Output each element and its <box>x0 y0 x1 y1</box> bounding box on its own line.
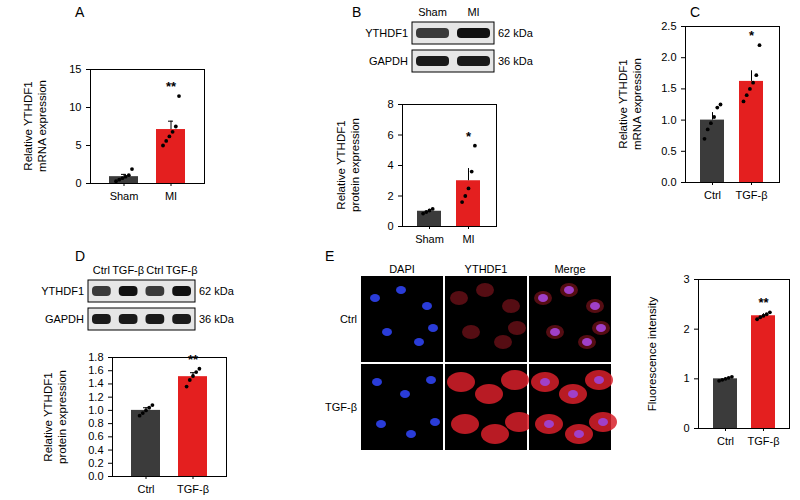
svg-text:0.6: 0.6 <box>88 430 103 442</box>
svg-text:**: ** <box>188 352 199 367</box>
svg-text:Sham: Sham <box>110 190 139 202</box>
html-text:B: B <box>352 4 362 20</box>
html-text:Relative YTHDF1: Relative YTHDF1 <box>617 59 629 149</box>
svg-text:Ctrl: Ctrl <box>137 483 154 495</box>
html-text:mRNA expression: mRNA expression <box>631 58 643 150</box>
svg-text:Ctrl: Ctrl <box>146 264 163 276</box>
svg-text:1.2: 1.2 <box>88 391 103 403</box>
svg-text:8: 8 <box>387 98 393 110</box>
svg-text:DAPI: DAPI <box>389 263 415 275</box>
svg-text:Ctrl: Ctrl <box>340 313 357 325</box>
svg-text:1: 1 <box>683 372 689 384</box>
html-text:D: D <box>75 248 86 264</box>
svg-text:0: 0 <box>683 422 689 434</box>
svg-text:*: * <box>749 28 755 43</box>
svg-text:2: 2 <box>683 323 689 335</box>
svg-text:36 kDa: 36 kDa <box>199 313 235 325</box>
svg-text:TGF-β: TGF-β <box>748 435 780 447</box>
svg-text:Ctrl: Ctrl <box>93 264 110 276</box>
svg-text:1.6: 1.6 <box>88 364 103 376</box>
svg-text:TGF-β: TGF-β <box>325 401 357 413</box>
html-text:A: A <box>75 4 85 20</box>
svg-text:MI: MI <box>462 233 474 245</box>
svg-text:2: 2 <box>387 190 393 202</box>
svg-text:15: 15 <box>69 63 81 75</box>
svg-text:2.0: 2.0 <box>661 51 676 63</box>
svg-text:Sham: Sham <box>418 6 447 18</box>
svg-text:**: ** <box>166 79 177 94</box>
svg-text:YTHDF1: YTHDF1 <box>41 285 84 297</box>
svg-text:5: 5 <box>75 139 81 151</box>
svg-text:Ctrl: Ctrl <box>717 435 734 447</box>
svg-text:3: 3 <box>683 273 689 285</box>
svg-text:TGF-β: TGF-β <box>112 264 144 276</box>
svg-text:0.0: 0.0 <box>661 176 676 188</box>
svg-text:1.8: 1.8 <box>88 351 103 363</box>
html-text:Relative YTHDF1: Relative YTHDF1 <box>42 371 54 462</box>
svg-text:0: 0 <box>387 220 393 232</box>
svg-text:36 kDa: 36 kDa <box>498 55 534 67</box>
svg-text:0.5: 0.5 <box>661 145 676 157</box>
html-text:E: E <box>325 248 335 264</box>
html-text:Relative YTHDF1: Relative YTHDF1 <box>22 81 34 171</box>
svg-text:1.5: 1.5 <box>661 82 676 94</box>
html-text:Fluorescence intensity: Fluorescence intensity <box>646 296 658 411</box>
svg-text:0.8: 0.8 <box>88 417 103 429</box>
svg-text:YTHDF1: YTHDF1 <box>465 263 508 275</box>
svg-text:TGF-β: TGF-β <box>736 189 768 201</box>
html-text:C: C <box>690 4 701 20</box>
svg-text:1.4: 1.4 <box>88 377 103 389</box>
svg-text:YTHDF1: YTHDF1 <box>365 27 408 39</box>
svg-text:4: 4 <box>387 159 393 171</box>
svg-text:Ctrl: Ctrl <box>704 189 721 201</box>
svg-text:**: ** <box>758 295 769 310</box>
svg-text:0.0: 0.0 <box>88 470 103 482</box>
html-text:protein expression: protein expression <box>349 118 361 212</box>
svg-text:MI: MI <box>165 190 177 202</box>
html-text:Relative YTHDF1: Relative YTHDF1 <box>335 120 347 210</box>
svg-text:Sham: Sham <box>415 233 444 245</box>
svg-text:0: 0 <box>75 177 81 189</box>
svg-text:1.0: 1.0 <box>88 404 103 416</box>
svg-text:TGF-β: TGF-β <box>166 264 198 276</box>
svg-text:0.4: 0.4 <box>88 444 103 456</box>
svg-text:62 kDa: 62 kDa <box>498 27 534 39</box>
svg-text:TGF-β: TGF-β <box>177 483 209 495</box>
html-text:protein expression: protein expression <box>56 369 68 464</box>
svg-text:GAPDH: GAPDH <box>45 313 84 325</box>
svg-text:MI: MI <box>467 6 479 18</box>
svg-text:10: 10 <box>69 101 81 113</box>
svg-text:6: 6 <box>387 129 393 141</box>
svg-text:1.0: 1.0 <box>661 114 676 126</box>
svg-text:62 kDa: 62 kDa <box>199 285 235 297</box>
svg-text:GAPDH: GAPDH <box>369 55 408 67</box>
svg-text:2.5: 2.5 <box>661 20 676 32</box>
svg-text:0.2: 0.2 <box>88 457 103 469</box>
svg-text:*: * <box>466 129 472 144</box>
html-text:mRNA expression: mRNA expression <box>36 80 48 172</box>
svg-text:Merge: Merge <box>554 263 585 275</box>
